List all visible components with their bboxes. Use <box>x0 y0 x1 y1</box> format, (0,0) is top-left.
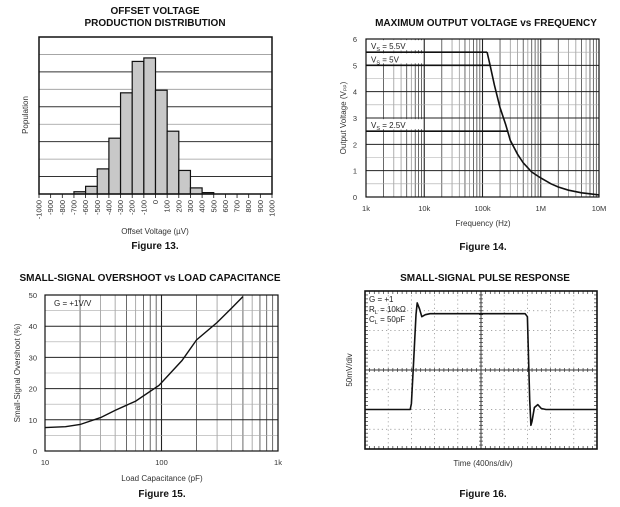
histogram-bar <box>178 169 192 195</box>
x-axis-label: Frequency (Hz) <box>455 219 510 228</box>
figure-caption: Figure 13. <box>131 241 178 252</box>
histogram-bar <box>96 168 110 195</box>
histogram-bar <box>131 60 145 195</box>
y-tick-label: 30 <box>29 353 37 362</box>
y-axis-label: Population <box>21 96 30 134</box>
figure-caption: Figure 15. <box>138 489 185 500</box>
test-condition-label: G = +1 <box>369 295 394 304</box>
x-axis-label: Load Capacitance (pF) <box>121 474 203 483</box>
x-tick-label: 400 <box>198 200 207 213</box>
x-tick-label: 10k <box>418 204 430 213</box>
annotation-bg <box>368 119 422 130</box>
y-axis-label: Small-Signal Overshoot (%) <box>13 323 22 422</box>
figure-16-pulse-response: SMALL-SIGNAL PULSE RESPONSE G = +1RL = 1… <box>345 273 598 500</box>
x-tick-label: 100k <box>474 204 491 213</box>
x-tick-label: 0 <box>151 200 160 204</box>
y-tick-label: 3 <box>353 114 357 123</box>
x-tick-label: 500 <box>209 200 218 213</box>
figure-13-offset-voltage-histogram: OFFSET VOLTAGE PRODUCTION DISTRIBUTION -… <box>21 6 277 252</box>
figure-caption: Figure 16. <box>459 489 506 500</box>
x-tick-label: 1000 <box>268 200 277 217</box>
gain-annotation: G = +1V/V <box>54 299 92 308</box>
histogram-bar <box>84 185 98 195</box>
histogram-bar <box>189 187 203 195</box>
x-tick-label: -100 <box>139 200 148 215</box>
y-tick-label: 2 <box>353 140 357 149</box>
pulse-waveform <box>365 302 597 427</box>
x-tick-label: 800 <box>244 200 253 213</box>
x-tick-label: -900 <box>46 200 55 215</box>
x-tick-label: -300 <box>116 200 125 215</box>
x-tick-label: 100 <box>155 458 168 467</box>
x-tick-label: 1k <box>274 458 282 467</box>
figure-15-overshoot-vs-capacitance: SMALL-SIGNAL OVERSHOOT vs LOAD CAPACITAN… <box>13 273 282 500</box>
y-tick-label: 10 <box>29 416 37 425</box>
histogram-bar <box>143 57 157 195</box>
annotation-bg <box>368 40 422 51</box>
test-condition-label: CL = 50pF <box>369 315 405 326</box>
x-tick-label: 300 <box>186 200 195 213</box>
series-line <box>486 52 600 196</box>
chart-title-line-2: PRODUCTION DISTRIBUTION <box>84 18 225 29</box>
chart-title: SMALL-SIGNAL OVERSHOOT vs LOAD CAPACITAN… <box>19 273 280 284</box>
y-tick-label: 20 <box>29 385 37 394</box>
y-tick-label: 4 <box>353 88 357 97</box>
annotation-bg <box>368 53 422 64</box>
chart-title-line-1: OFFSET VOLTAGE <box>110 6 199 17</box>
histogram-bar <box>154 89 168 195</box>
series-line <box>44 296 244 429</box>
histogram-bar <box>119 92 133 195</box>
histogram-bar <box>166 130 180 195</box>
x-axis-label: Time (400ns/div) <box>453 459 513 468</box>
x-tick-label: -500 <box>93 200 102 215</box>
x-tick-label: -700 <box>69 200 78 215</box>
x-tick-label: 900 <box>256 200 265 213</box>
plot-frame <box>365 38 600 198</box>
x-axis-label: Offset Voltage (µV) <box>121 227 189 236</box>
figure-14-max-output-voltage: MAXIMUM OUTPUT VOLTAGE vs FREQUENCY 1k 10… <box>339 18 606 253</box>
y-tick-label: 1 <box>353 167 357 176</box>
y-tick-label: 0 <box>33 447 37 456</box>
y-axis-label: 50mV/div <box>345 353 354 386</box>
y-tick-label: 5 <box>353 61 357 70</box>
x-tick-label: -400 <box>104 200 113 215</box>
y-tick-label: 0 <box>353 193 357 202</box>
y-tick-label: 40 <box>29 322 37 331</box>
x-tick-label: 1k <box>362 204 370 213</box>
x-tick-label: 700 <box>233 200 242 213</box>
x-tick-label: 10M <box>592 204 607 213</box>
x-tick-label: 10 <box>41 458 49 467</box>
y-tick-label: 50 <box>29 291 37 300</box>
x-tick-label: 200 <box>174 200 183 213</box>
x-tick-label: -1000 <box>35 200 44 219</box>
y-axis-label: Output Voltage (Vₚₚ) <box>339 81 348 154</box>
x-tick-label: 600 <box>221 200 230 213</box>
x-tick-label: -600 <box>81 200 90 215</box>
supply-voltage-label: VS = 2.5V <box>371 121 406 132</box>
x-tick-label: 1M <box>536 204 546 213</box>
histogram-bar <box>108 137 122 195</box>
y-tick-label: 6 <box>353 35 357 44</box>
test-condition-label: RL = 10kΩ <box>369 305 406 316</box>
chart-title: SMALL-SIGNAL PULSE RESPONSE <box>400 273 570 284</box>
scope-frame <box>364 290 598 450</box>
x-tick-label: -800 <box>58 200 67 215</box>
supply-voltage-label: VS = 5V <box>371 55 400 66</box>
chart-title: MAXIMUM OUTPUT VOLTAGE vs FREQUENCY <box>375 18 597 29</box>
x-tick-label: -200 <box>128 200 137 215</box>
x-tick-label: 100 <box>163 200 172 213</box>
supply-voltage-label: VS = 5.5V <box>371 42 406 53</box>
figure-caption: Figure 14. <box>459 242 506 253</box>
plot-frame <box>44 294 279 452</box>
